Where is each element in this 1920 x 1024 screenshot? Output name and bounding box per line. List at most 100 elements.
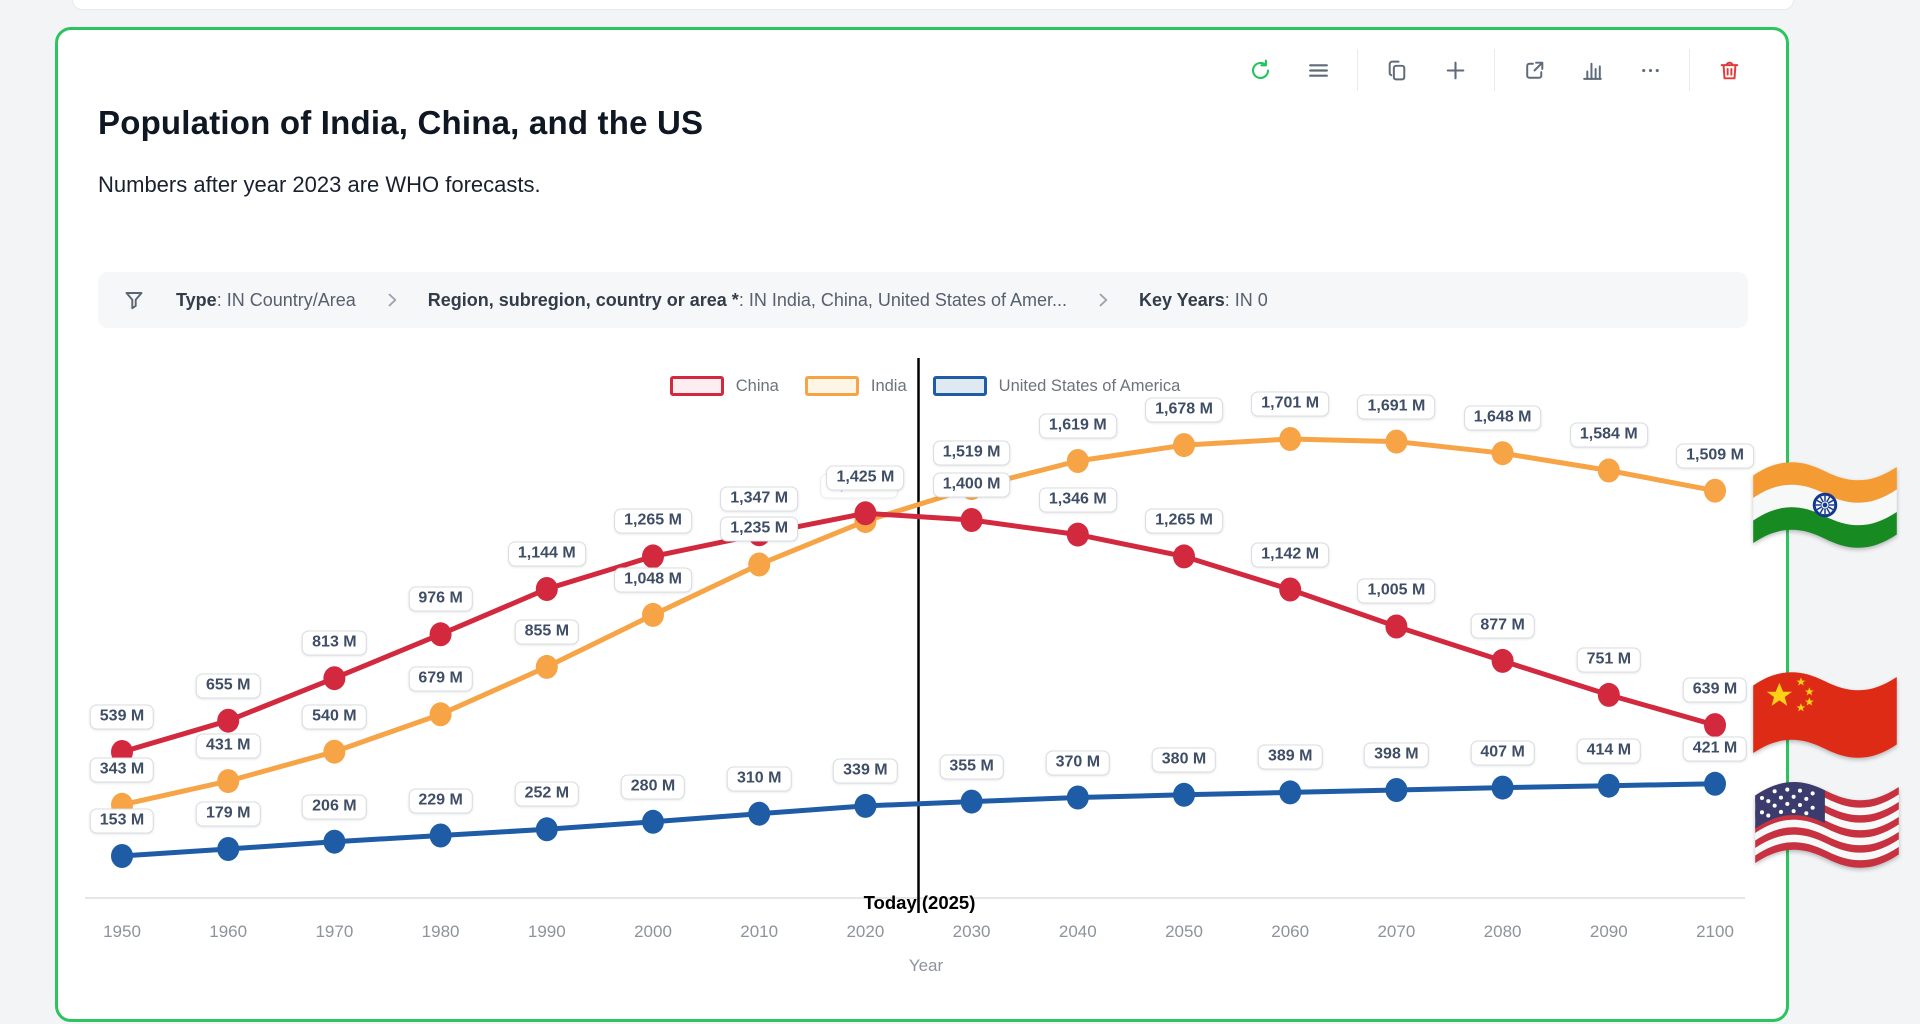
data-point-india-2060[interactable] <box>1279 427 1302 451</box>
value-label-united-states-of-america-2060: 389 M <box>1257 744 1323 770</box>
line-united-states-of-america <box>119 781 1718 859</box>
menu-button[interactable] <box>1289 42 1347 98</box>
value-label-china-1970: 813 M <box>302 630 367 656</box>
bar-chart-button[interactable] <box>1563 42 1621 98</box>
value-label-india-2040: 1,619 M <box>1038 413 1117 439</box>
legend-swatch <box>669 376 724 396</box>
value-label-united-states-of-america-2030: 355 M <box>939 754 1004 780</box>
value-label-china-1990: 1,144 M <box>507 541 586 567</box>
legend-label: China <box>735 376 779 395</box>
data-point-china-1970[interactable] <box>323 666 346 691</box>
value-label-india-2030: 1,519 M <box>932 440 1011 466</box>
copy-button[interactable] <box>1368 42 1426 98</box>
value-label-china-2060: 1,142 M <box>1251 542 1330 568</box>
data-point-china-1990[interactable] <box>535 577 558 601</box>
data-point-india-2040[interactable] <box>1066 449 1089 473</box>
data-point-united-states-of-america-2040[interactable] <box>1066 785 1089 810</box>
data-point-china-1960[interactable] <box>217 708 240 733</box>
delete-button[interactable] <box>1700 42 1758 98</box>
add-button[interactable] <box>1426 42 1484 98</box>
data-point-china-2090[interactable] <box>1597 682 1620 707</box>
data-point-india-1960[interactable] <box>217 769 240 794</box>
data-point-china-2040[interactable] <box>1066 522 1089 547</box>
data-point-united-states-of-america-2030[interactable] <box>960 789 983 814</box>
data-point-china-2070[interactable] <box>1385 614 1408 639</box>
data-point-india-2100[interactable] <box>1704 478 1726 503</box>
filter-label: Region, subregion, country or area * <box>427 289 739 310</box>
legend-swatch <box>932 376 987 396</box>
data-point-india-1970[interactable] <box>323 739 346 764</box>
value-label-united-states-of-america-2080: 407 M <box>1470 740 1535 766</box>
add-icon <box>1446 61 1464 79</box>
expand-button[interactable] <box>1505 42 1563 98</box>
filter-funnel-icon <box>125 292 143 310</box>
x-tick: 2000 <box>634 922 672 941</box>
data-point-united-states-of-america-2050[interactable] <box>1173 782 1195 807</box>
data-point-china-2030[interactable] <box>960 508 983 532</box>
data-point-united-states-of-america-2080[interactable] <box>1491 775 1514 800</box>
data-point-china-2050[interactable] <box>1173 544 1195 569</box>
value-label-india-2060: 1,701 M <box>1251 391 1330 417</box>
filter-segment-2[interactable]: Region, subregion, country or area *: IN… <box>428 290 1067 311</box>
toolbar-divider <box>1494 49 1495 91</box>
data-point-india-2080[interactable] <box>1491 441 1514 466</box>
data-point-china-2100[interactable] <box>1704 713 1726 738</box>
data-point-india-1990[interactable] <box>535 654 558 679</box>
data-point-united-states-of-america-1990[interactable] <box>535 817 558 842</box>
value-label-china-2070: 1,005 M <box>1357 578 1436 604</box>
x-tick: 1990 <box>527 922 566 941</box>
data-point-china-1980[interactable] <box>429 622 452 647</box>
x-tick: 2050 <box>1165 922 1203 941</box>
data-point-united-states-of-america-2090[interactable] <box>1597 773 1620 798</box>
data-point-united-states-of-america-1960[interactable] <box>217 837 240 861</box>
data-point-united-states-of-america-2100[interactable] <box>1704 771 1726 796</box>
value-label-india-1970: 540 M <box>302 704 367 730</box>
today-annotation-label: Today (2025) <box>863 892 976 913</box>
data-point-united-states-of-america-1970[interactable] <box>323 829 346 854</box>
refresh-button[interactable] <box>1231 42 1289 98</box>
data-point-united-states-of-america-2060[interactable] <box>1279 780 1302 805</box>
value-label-china-1980: 976 M <box>408 586 473 612</box>
data-point-united-states-of-america-1980[interactable] <box>429 823 452 848</box>
toolbar-divider <box>1357 49 1358 91</box>
data-point-china-2000[interactable] <box>642 544 664 569</box>
legend-label: India <box>870 376 907 395</box>
legend-item-china[interactable]: China <box>669 376 779 396</box>
value-label-united-states-of-america-2050: 380 M <box>1151 747 1217 773</box>
value-label-india-2100: 1,509 M <box>1676 443 1754 469</box>
data-point-united-states-of-america-1950[interactable] <box>111 844 133 868</box>
data-point-india-2000[interactable] <box>642 602 664 627</box>
data-point-china-2080[interactable] <box>1491 648 1514 673</box>
legend-item-india[interactable]: India <box>804 376 907 396</box>
value-label-united-states-of-america-2000: 280 M <box>620 774 686 800</box>
value-label-india-2080: 1,648 M <box>1463 405 1542 431</box>
x-tick: 2080 <box>1483 922 1522 941</box>
chart-card: Population of India, China, and the US N… <box>55 27 1789 1022</box>
copy-icon <box>1388 60 1405 80</box>
data-point-united-states-of-america-2000[interactable] <box>642 809 664 834</box>
data-point-united-states-of-america-2070[interactable] <box>1385 778 1408 802</box>
value-label-india-1950: 343 M <box>89 757 155 783</box>
data-point-united-states-of-america-2020[interactable] <box>854 793 877 818</box>
data-point-india-2010[interactable] <box>748 552 771 577</box>
value-label-china-2090: 751 M <box>1576 647 1642 673</box>
value-label-united-states-of-america-2010: 310 M <box>726 766 792 792</box>
filter-value: : IN India, China, United States of Amer… <box>738 289 1067 310</box>
filter-segment-1[interactable]: Type: IN Country/Area <box>176 290 356 311</box>
more-button[interactable] <box>1621 42 1679 98</box>
x-tick: 2010 <box>740 922 779 941</box>
data-point-india-1980[interactable] <box>429 702 452 727</box>
data-point-india-2050[interactable] <box>1173 433 1195 458</box>
filter-segment-3[interactable]: Key Years: IN 0 <box>1139 290 1268 311</box>
data-point-china-2020[interactable] <box>854 501 877 526</box>
value-label-china-2040: 1,346 M <box>1038 487 1117 513</box>
data-point-united-states-of-america-2010[interactable] <box>748 801 771 826</box>
data-point-india-2090[interactable] <box>1597 458 1620 483</box>
value-label-china-2080: 877 M <box>1470 613 1535 639</box>
legend-item-united-states-of-america[interactable]: United States of America <box>932 376 1180 396</box>
data-point-india-2070[interactable] <box>1385 429 1408 454</box>
value-label-india-1980: 679 M <box>408 666 473 692</box>
chart-legend: China India United States of America <box>58 376 1792 396</box>
data-point-china-2060[interactable] <box>1279 577 1302 602</box>
x-axis-title: Year <box>908 956 944 975</box>
